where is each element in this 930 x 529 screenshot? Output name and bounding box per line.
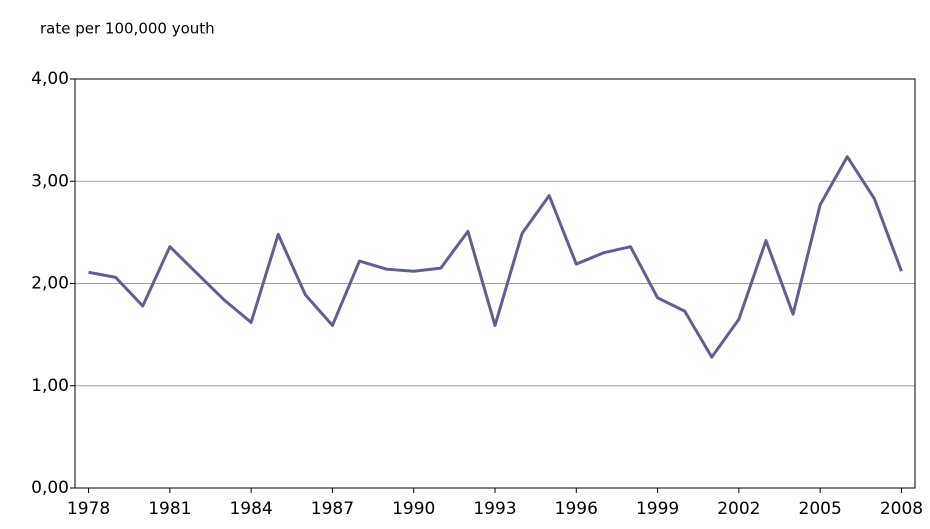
x-tick-label: 2005 (799, 499, 842, 519)
x-tick-label: 1999 (636, 499, 679, 519)
y-axis-label: rate per 100,000 youth (40, 20, 215, 38)
x-tick-label: 1993 (473, 499, 516, 519)
x-tick-label: 1978 (67, 499, 110, 519)
y-tick-label: 2,00 (31, 274, 69, 294)
x-tick-label: 1990 (392, 499, 435, 519)
x-tick-label: 2008 (880, 499, 923, 519)
x-tick-label: 1996 (555, 499, 598, 519)
x-tick-label: 2002 (717, 499, 760, 519)
x-tick-label: 1981 (148, 499, 191, 519)
x-tick-label: 1984 (229, 499, 272, 519)
y-tick-label: 1,00 (31, 376, 69, 396)
line-series (88, 155, 903, 359)
x-tick-label: 1987 (311, 499, 354, 519)
y-tick-label: 3,00 (31, 171, 69, 191)
y-tick-label: 0,00 (31, 478, 69, 498)
y-tick-label: 4,00 (31, 69, 69, 89)
